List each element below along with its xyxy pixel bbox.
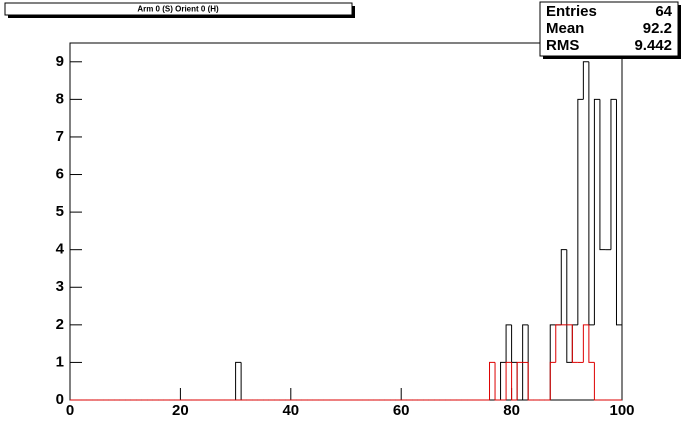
stats-box bbox=[539, 1, 679, 57]
y-tick-label: 4 bbox=[56, 241, 65, 258]
x-tick-label: 20 bbox=[172, 402, 189, 419]
stats-value: 92.2 bbox=[643, 20, 672, 37]
y-tick-label: 7 bbox=[56, 128, 64, 145]
histogram-bin bbox=[593, 98, 600, 325]
histogram-bin bbox=[582, 324, 589, 363]
histogram-bin bbox=[527, 362, 534, 401]
y-tick-label: 5 bbox=[56, 203, 64, 220]
x-tick-label: 0 bbox=[66, 402, 74, 419]
histogram-bin bbox=[577, 98, 584, 325]
y-tick-label: 8 bbox=[56, 90, 64, 107]
x-tick-label: 60 bbox=[393, 402, 410, 419]
histogram-bin bbox=[560, 249, 567, 325]
histogram-bin bbox=[610, 98, 617, 250]
histogram-bin bbox=[588, 324, 595, 363]
histogram-bin bbox=[615, 99, 623, 400]
stats-value: 9.442 bbox=[634, 37, 672, 54]
histogram-bin bbox=[599, 99, 606, 251]
histogram-bin bbox=[505, 324, 512, 363]
histogram-bin bbox=[582, 61, 589, 100]
histogram-bin bbox=[555, 324, 562, 363]
histogram-bin bbox=[549, 361, 556, 400]
stats-label: Mean bbox=[546, 20, 584, 37]
stats-label: Entries bbox=[546, 3, 597, 20]
histogram-bin bbox=[566, 249, 573, 363]
y-tick-label: 0 bbox=[56, 391, 64, 408]
histogram-bin bbox=[494, 362, 501, 401]
x-tick-label: 80 bbox=[503, 402, 520, 419]
histogram-bin bbox=[235, 361, 242, 400]
stats-table: Entries 64 Mean 92.2 RMS 9.442 bbox=[546, 3, 673, 54]
y-tick-label: 6 bbox=[56, 165, 64, 182]
histogram-bin bbox=[500, 361, 507, 400]
y-tick-label: 3 bbox=[56, 278, 64, 295]
histogram-bin bbox=[516, 361, 523, 400]
x-tick-label: 100 bbox=[609, 402, 634, 419]
histogram-bin bbox=[505, 361, 512, 400]
title-box bbox=[4, 2, 353, 16]
chart-title: Arm 0 (S) Orient 0 (H) bbox=[137, 5, 219, 14]
y-tick-label: 1 bbox=[56, 353, 64, 370]
y-tick-label: 2 bbox=[56, 316, 64, 333]
stats-label: RMS bbox=[546, 37, 579, 54]
plot-area: 0 1 2 3 4 5 6 7 8 9 0 20 40 60 80 100 bbox=[56, 53, 635, 419]
histogram-bin bbox=[489, 361, 496, 400]
histogram-bin bbox=[593, 362, 600, 401]
histogram-bin bbox=[511, 362, 518, 401]
y-tick-label: 9 bbox=[56, 53, 64, 70]
histogram-bin bbox=[571, 324, 578, 363]
histogram-bin bbox=[522, 324, 529, 400]
x-tick-label: 40 bbox=[282, 402, 299, 419]
stats-value: 64 bbox=[655, 3, 672, 20]
